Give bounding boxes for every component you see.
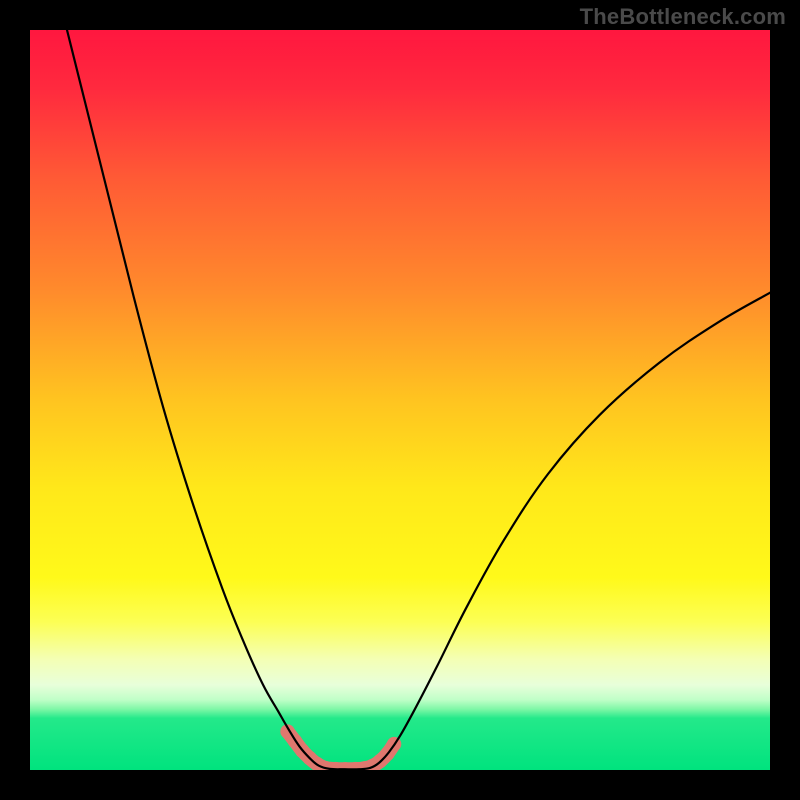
plot-area [30, 30, 770, 770]
chart-frame: TheBottleneck.com [0, 0, 800, 800]
gradient-background [30, 30, 770, 770]
plot-svg [30, 30, 770, 770]
watermark-text: TheBottleneck.com [580, 4, 786, 30]
